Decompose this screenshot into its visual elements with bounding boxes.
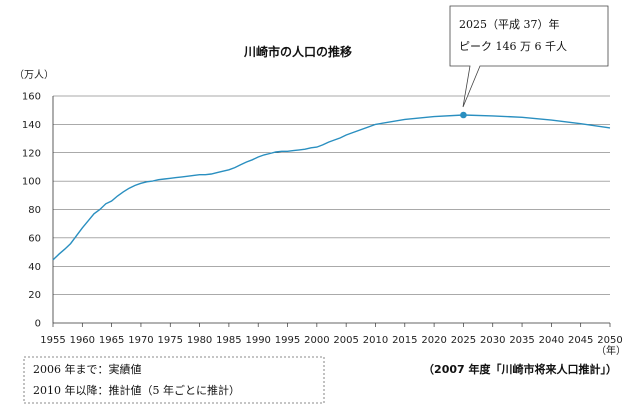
x-tick-label: 2010 (363, 335, 388, 346)
x-tick-label: 2000 (304, 335, 329, 346)
y-tick-label: 160 (22, 92, 41, 103)
y-axis-unit-label: （万人） (14, 69, 54, 81)
x-tick-label: 1980 (187, 335, 212, 346)
peak-annotation: 2025（平成 37）年 ピーク 146 万 6 千人 (449, 5, 609, 108)
peak-callout-box (449, 5, 609, 108)
population-line (52, 114, 611, 261)
x-tick-label: 2005 (333, 335, 358, 346)
x-tick-label: 1960 (70, 335, 95, 346)
y-tick-label: 60 (28, 233, 41, 244)
source-note: （2007 年度「川崎市将来人口推計」） (423, 362, 617, 376)
data-note-estimate: 2010 年以降：推計値（5 年ごとに推計） (33, 383, 240, 397)
gridlines (53, 95, 610, 295)
y-tick-label: 0 (35, 319, 41, 330)
x-tick-label: 1955 (40, 335, 65, 346)
x-tick-label: 1995 (275, 335, 300, 346)
y-tick-labels: 0 20 40 60 80 100 120 140 160 (22, 92, 41, 330)
x-tick-label: 2040 (539, 335, 564, 346)
x-tick-label: 2050 (597, 335, 622, 346)
data-note-actual: 2006 年まで：実績値 (33, 362, 142, 376)
x-tick-label: 1975 (158, 335, 183, 346)
peak-annotation-year: 2025（平成 37）年 (459, 17, 560, 31)
x-tick-label: 1970 (128, 335, 153, 346)
y-tick-label: 20 (28, 290, 41, 301)
peak-point (460, 111, 467, 119)
data-note: 2006 年まで：実績値 2010 年以降：推計値（5 年ごとに推計） (23, 356, 325, 404)
x-tick-label: 1990 (245, 335, 270, 346)
y-tick-label: 120 (22, 148, 41, 159)
x-tick-label: 2025 (451, 335, 476, 346)
y-tick-label: 40 (28, 262, 41, 273)
data-note-box (23, 356, 325, 404)
x-tick-label: 2020 (421, 335, 446, 346)
axes (52, 96, 611, 327)
x-tick-label: 2030 (480, 335, 505, 346)
x-tick-label: 2015 (392, 335, 417, 346)
y-tick-label: 140 (22, 120, 41, 131)
x-tick-label: 2045 (568, 335, 593, 346)
x-tick-label: 1965 (99, 335, 124, 346)
chart-title: 川崎市の人口の推移 (243, 44, 352, 59)
x-tick-labels: 1955 1960 1965 1970 1975 1980 1985 1990 1995 2000… (40, 335, 622, 346)
peak-annotation-value: ピーク 146 万 6 千人 (459, 40, 567, 53)
y-tick-label: 100 (22, 177, 41, 188)
y-tick-label: 80 (28, 205, 41, 216)
x-tick-label: 1985 (216, 335, 241, 346)
x-axis-unit-label: （年） (596, 344, 626, 357)
x-tick-label: 2035 (509, 335, 534, 346)
